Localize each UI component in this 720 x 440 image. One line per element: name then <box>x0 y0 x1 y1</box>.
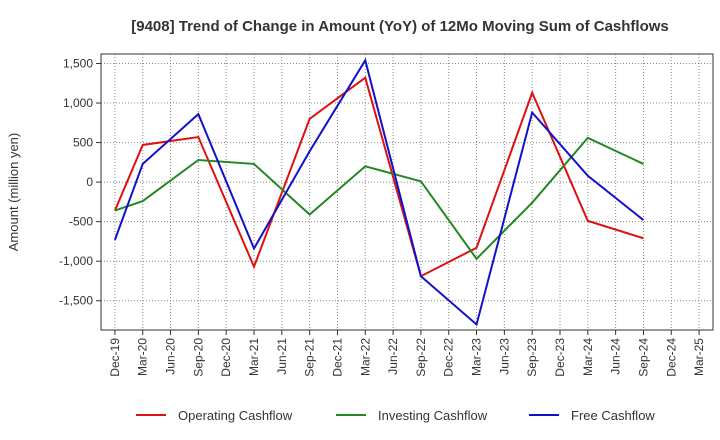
legend: Operating Cashflow Investing Cashflow Free… <box>136 408 655 423</box>
x-tick-label: Mar-21 <box>247 338 261 376</box>
x-tick-label: Sep-23 <box>525 338 539 377</box>
legend-label-free-cashflow: Free Cashflow <box>571 408 655 423</box>
series-layer <box>113 57 645 327</box>
x-tick-label: Dec-22 <box>442 338 456 377</box>
x-tick-label: Jun-21 <box>275 338 289 375</box>
x-tick-label: Jun-24 <box>609 338 623 375</box>
y-axis-ticks: 1,500 1,000 500 0 -500 -1,000 -1,500 <box>59 56 101 308</box>
x-tick-label: Sep-21 <box>303 338 317 377</box>
x-tick-label: Jun-22 <box>386 338 400 375</box>
x-tick-label: Mar-20 <box>136 338 150 376</box>
legend-label-investing-cashflow: Investing Cashflow <box>378 408 488 423</box>
x-tick-label: Jun-20 <box>164 338 178 375</box>
y-tick-label: 0 <box>86 175 93 189</box>
x-tick-label: Mar-22 <box>358 338 372 376</box>
x-tick-label: Dec-24 <box>664 338 678 377</box>
plot-area <box>101 54 713 330</box>
x-tick-label: Dec-21 <box>330 338 344 377</box>
x-tick-label: Mar-23 <box>470 338 484 376</box>
legend-label-operating-cashflow: Operating Cashflow <box>178 408 293 423</box>
x-tick-label: Dec-23 <box>553 338 567 377</box>
x-axis-ticks: Dec-19 Mar-20 Jun-20 Sep-20 Dec-20 Mar-21 Jun-… <box>108 330 706 377</box>
x-tick-label: Mar-24 <box>581 338 595 376</box>
plot-frame <box>100 53 714 331</box>
x-tick-label: Sep-20 <box>191 338 205 377</box>
y-tick-label: -500 <box>69 215 93 229</box>
x-tick-label: Dec-20 <box>219 338 233 377</box>
y-tick-label: -1,500 <box>59 294 93 308</box>
y-tick-label: 1,000 <box>63 96 93 110</box>
y-tick-label: 1,500 <box>63 56 93 70</box>
y-tick-label: 500 <box>73 136 93 150</box>
grid <box>101 54 713 330</box>
x-tick-label: Jun-23 <box>497 338 511 375</box>
x-tick-label: Sep-24 <box>636 338 650 377</box>
x-tick-label: Mar-25 <box>692 338 706 376</box>
x-tick-label: Dec-19 <box>108 338 122 377</box>
y-axis-label: Amount (million yen) <box>6 133 21 252</box>
x-tick-label: Sep-22 <box>414 338 428 377</box>
chart-title: [9408] Trend of Change in Amount (YoY) o… <box>131 18 669 35</box>
y-tick-label: -1,000 <box>59 254 93 268</box>
